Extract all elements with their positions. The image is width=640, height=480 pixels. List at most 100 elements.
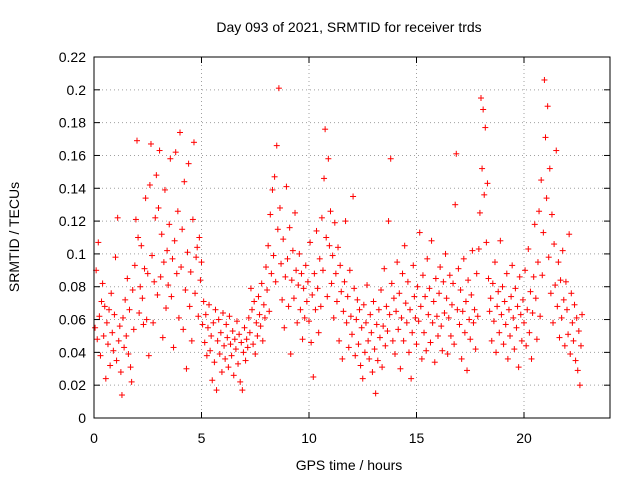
data-point	[444, 351, 451, 358]
data-point	[288, 277, 295, 284]
data-point	[429, 319, 436, 326]
data-point	[274, 226, 281, 233]
data-point	[452, 201, 459, 208]
data-point	[124, 275, 131, 282]
data-point	[143, 316, 150, 323]
data-point	[495, 288, 502, 295]
data-point	[390, 295, 397, 302]
data-point	[92, 324, 99, 331]
data-point	[271, 173, 278, 180]
data-point	[507, 332, 514, 339]
data-point	[524, 306, 531, 313]
data-point	[136, 309, 143, 316]
data-point	[159, 334, 166, 341]
data-point	[539, 272, 546, 279]
data-point	[433, 313, 440, 320]
data-point	[488, 337, 495, 344]
data-point	[337, 262, 344, 269]
data-point	[398, 314, 405, 321]
data-point	[336, 337, 343, 344]
data-point	[216, 351, 223, 358]
data-point	[255, 293, 262, 300]
data-point	[186, 303, 193, 310]
x-tick-label: 5	[198, 430, 206, 446]
data-point	[428, 237, 435, 244]
y-tick-label: 0.16	[59, 147, 86, 163]
data-point	[349, 331, 355, 338]
data-point	[298, 270, 305, 277]
data-point	[202, 311, 209, 318]
data-point	[146, 181, 153, 188]
data-point	[96, 313, 103, 320]
data-point	[576, 382, 583, 389]
data-point	[192, 290, 199, 297]
data-point	[381, 265, 388, 272]
data-point	[366, 355, 373, 362]
data-point	[533, 336, 540, 343]
data-point	[343, 319, 350, 326]
data-point	[403, 319, 410, 326]
data-point	[281, 324, 288, 331]
data-point	[388, 280, 395, 287]
data-point	[237, 378, 244, 385]
data-point	[99, 280, 106, 287]
data-point	[168, 293, 175, 300]
data-point	[527, 288, 534, 295]
data-point	[98, 298, 105, 305]
y-axis-label: SRMTID / TECUs	[6, 182, 22, 292]
data-point	[217, 329, 224, 336]
data-point	[287, 351, 294, 358]
data-point	[473, 270, 480, 277]
data-point	[571, 301, 578, 308]
data-point	[361, 349, 368, 356]
data-point	[409, 329, 416, 336]
data-point	[194, 244, 201, 251]
data-point	[345, 344, 352, 351]
data-point	[478, 95, 484, 102]
data-point	[369, 369, 376, 376]
data-point	[221, 342, 228, 349]
data-point	[137, 283, 144, 290]
data-point	[155, 204, 162, 211]
data-point	[190, 139, 197, 146]
data-point	[413, 341, 420, 348]
data-point	[188, 337, 195, 344]
data-point	[258, 280, 265, 287]
data-point	[306, 318, 312, 325]
y-tick-label: 0.12	[59, 213, 86, 229]
data-point	[213, 387, 220, 394]
data-point	[257, 323, 264, 330]
data-point	[471, 306, 478, 313]
data-point	[483, 239, 490, 246]
y-tick-label: 0	[78, 410, 86, 426]
data-point	[222, 355, 229, 362]
data-point	[201, 339, 208, 346]
data-point	[264, 287, 271, 294]
data-point	[189, 216, 196, 223]
data-point	[389, 337, 396, 344]
data-point	[484, 180, 491, 187]
data-point	[283, 183, 290, 190]
data-point	[461, 329, 468, 336]
data-point	[529, 309, 536, 316]
data-point	[326, 242, 333, 249]
data-point	[247, 285, 254, 292]
data-point	[351, 285, 358, 292]
data-point	[212, 306, 219, 313]
data-point	[106, 306, 113, 313]
data-point	[324, 293, 331, 300]
data-point	[509, 262, 516, 269]
data-point	[404, 278, 411, 285]
data-point	[183, 365, 190, 372]
data-point	[357, 362, 364, 369]
data-point	[567, 351, 574, 358]
data-point	[278, 260, 285, 267]
data-point	[129, 287, 136, 294]
data-point	[368, 329, 375, 336]
data-point	[245, 314, 252, 321]
data-point	[540, 229, 547, 236]
data-point	[107, 362, 114, 369]
data-point	[443, 295, 450, 302]
data-point	[256, 311, 263, 318]
data-point	[151, 278, 158, 285]
